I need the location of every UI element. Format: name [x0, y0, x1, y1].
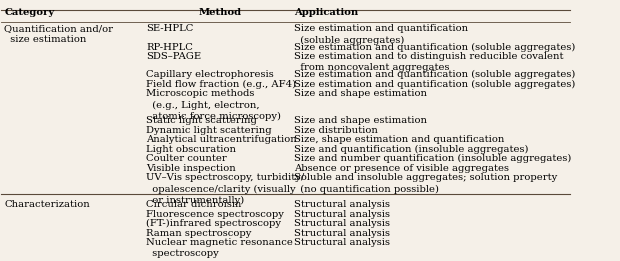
Text: Quantification and/or
  size estimation: Quantification and/or size estimation — [4, 24, 113, 44]
Text: UV–Vis spectroscopy, turbidity/
  opalescence/clarity (visually
  or instrumenta: UV–Vis spectroscopy, turbidity/ opalesce… — [146, 173, 304, 205]
Text: Analytical ultracentrifugation: Analytical ultracentrifugation — [146, 135, 297, 144]
Text: SDS–PAGE: SDS–PAGE — [146, 52, 202, 61]
Text: Application: Application — [294, 8, 358, 17]
Text: Capillary electrophoresis: Capillary electrophoresis — [146, 70, 274, 79]
Text: Size estimation and quantification (soluble aggregates): Size estimation and quantification (solu… — [294, 70, 576, 79]
Text: Microscopic methods
  (e.g., Light, electron,
  atomic force microscopy): Microscopic methods (e.g., Light, electr… — [146, 89, 281, 121]
Text: Size distribution: Size distribution — [294, 126, 378, 135]
Text: Circular dichroism: Circular dichroism — [146, 200, 242, 209]
Text: Method: Method — [199, 8, 242, 17]
Text: Structural analysis: Structural analysis — [294, 210, 391, 218]
Text: Size estimation and quantification (soluble aggregates): Size estimation and quantification (solu… — [294, 80, 576, 89]
Text: Category: Category — [4, 8, 55, 17]
Text: Size and shape estimation: Size and shape estimation — [294, 116, 427, 125]
Text: Structural analysis: Structural analysis — [294, 229, 391, 238]
Text: RP-HPLC: RP-HPLC — [146, 43, 193, 51]
Text: Size and number quantification (insoluble aggregates): Size and number quantification (insolubl… — [294, 154, 572, 163]
Text: Nuclear magnetic resonance
  spectroscopy: Nuclear magnetic resonance spectroscopy — [146, 238, 293, 258]
Text: Size estimation and quantification (soluble aggregates): Size estimation and quantification (solu… — [294, 43, 576, 52]
Text: Absence or presence of visible aggregates: Absence or presence of visible aggregate… — [294, 164, 510, 173]
Text: SE-HPLC: SE-HPLC — [146, 24, 194, 33]
Text: Size, shape estimation and quantification: Size, shape estimation and quantificatio… — [294, 135, 505, 144]
Text: Size estimation and to distinguish reducible covalent
  from noncovalent aggrega: Size estimation and to distinguish reduc… — [294, 52, 564, 72]
Text: Soluble and insoluble aggregates; solution property
  (no quantification possibl: Soluble and insoluble aggregates; soluti… — [294, 173, 557, 194]
Text: Fluorescence spectroscopy: Fluorescence spectroscopy — [146, 210, 285, 218]
Text: Raman spectroscopy: Raman spectroscopy — [146, 229, 252, 238]
Text: Static light scattering: Static light scattering — [146, 116, 257, 125]
Text: Size estimation and quantification
  (soluble aggregates): Size estimation and quantification (solu… — [294, 24, 469, 45]
Text: (FT-)infrared spectroscopy: (FT-)infrared spectroscopy — [146, 219, 281, 228]
Text: Visible inspection: Visible inspection — [146, 164, 236, 173]
Text: Structural analysis: Structural analysis — [294, 219, 391, 228]
Text: Structural analysis: Structural analysis — [294, 238, 391, 247]
Text: Size and shape estimation: Size and shape estimation — [294, 89, 427, 98]
Text: Dynamic light scattering: Dynamic light scattering — [146, 126, 272, 135]
Text: Characterization: Characterization — [4, 200, 90, 209]
Text: Field flow fraction (e.g., AF4): Field flow fraction (e.g., AF4) — [146, 80, 296, 89]
Text: Coulter counter: Coulter counter — [146, 154, 227, 163]
Text: Structural analysis: Structural analysis — [294, 200, 391, 209]
Text: Size and quantification (insoluble aggregates): Size and quantification (insoluble aggre… — [294, 145, 529, 154]
Text: Light obscuration: Light obscuration — [146, 145, 236, 154]
